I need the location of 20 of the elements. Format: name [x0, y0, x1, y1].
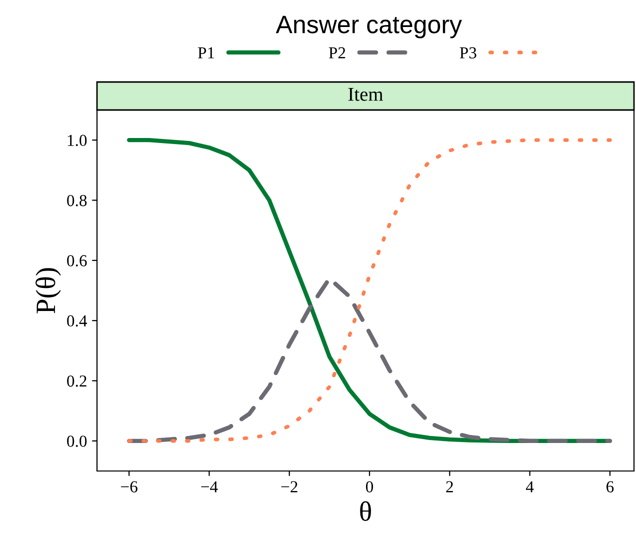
legend-label: P3 — [460, 47, 476, 58]
x-tick-label: −6 — [121, 481, 138, 492]
legend-label: P2 — [328, 47, 346, 58]
y-tick-label: 0.4 — [67, 315, 88, 327]
legend-label: P1 — [198, 47, 214, 58]
chart-subtitle: Item — [348, 88, 384, 101]
x-tick-label: −2 — [281, 481, 298, 492]
y-tick-label: 0.6 — [67, 255, 87, 266]
x-axis-title: θ — [360, 501, 371, 521]
x-tick-label: 2 — [446, 481, 453, 492]
x-tick-label: 4 — [526, 481, 534, 492]
y-tick-label: 0.2 — [67, 375, 86, 387]
y-tick-label: 1.0 — [68, 134, 87, 146]
y-tick-label: 0.8 — [67, 194, 87, 206]
x-tick-label: 6 — [606, 481, 614, 492]
y-tick-label: 0.0 — [67, 436, 87, 447]
x-tick-label: −4 — [201, 481, 218, 492]
x-tick-label: 0 — [366, 481, 374, 492]
legend-title: Answer category — [276, 16, 462, 38]
y-axis-title: P(θ) — [36, 268, 61, 314]
